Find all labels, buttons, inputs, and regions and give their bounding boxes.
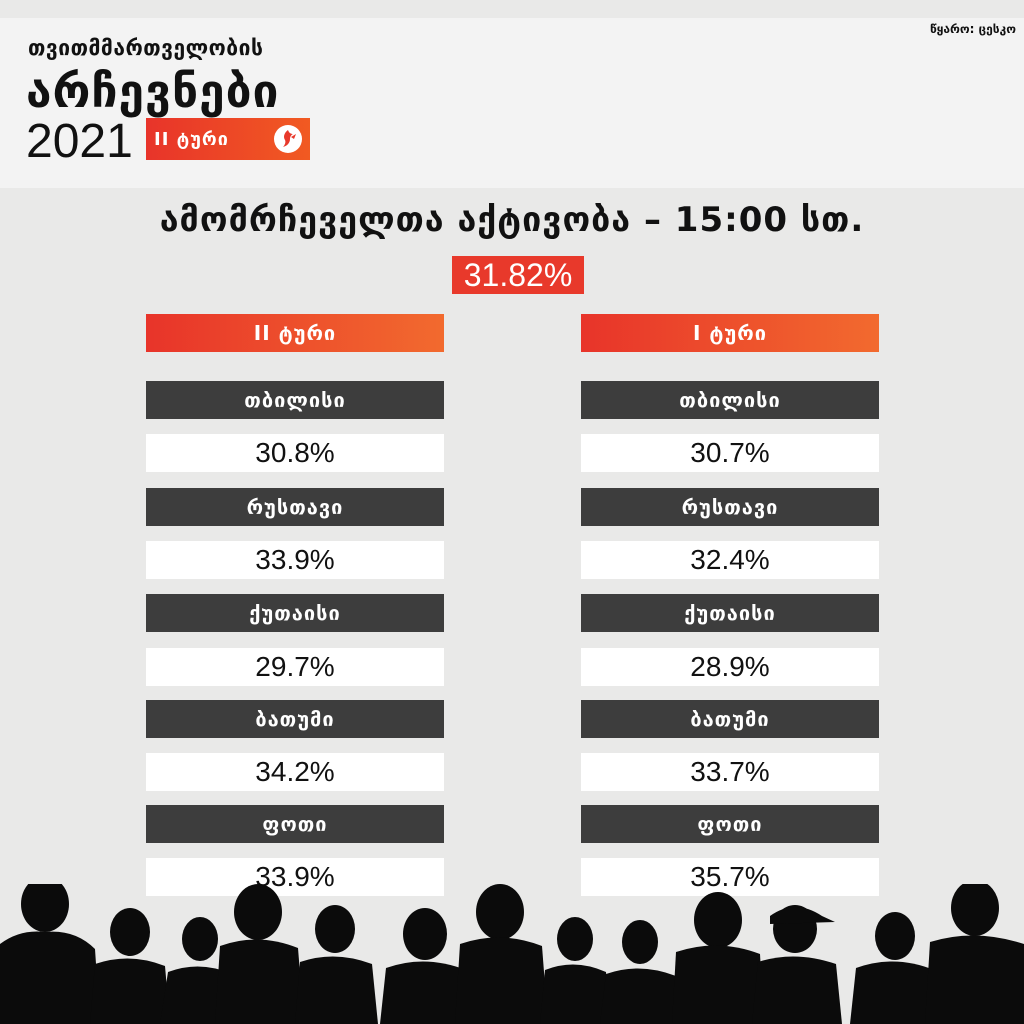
source-label: წყარო: ცესკო	[929, 22, 1016, 36]
city-label-poti: ფოთი	[146, 805, 444, 843]
election-year: 2021	[26, 115, 133, 168]
round-badge-label: II ტური	[154, 128, 229, 150]
city-label-batumi: ბათუმი	[581, 700, 879, 738]
column-header: II ტური	[146, 314, 444, 352]
city-value-poti: 35.7%	[581, 858, 879, 896]
city-value-kutaisi: 29.7%	[146, 648, 444, 686]
city-label-kutaisi: ქუთაისი	[146, 594, 444, 632]
main-heading: ამომრჩეველთა აქტივობა – 15:00 სთ.	[159, 200, 865, 240]
city-value-kutaisi: 28.9%	[581, 648, 879, 686]
election-title-line1: თვითმმართველობის	[28, 36, 264, 60]
city-value-batumi: 34.2%	[146, 753, 444, 791]
city-value-tbilisi: 30.7%	[581, 434, 879, 472]
column-header: I ტური	[581, 314, 879, 352]
city-value-poti: 33.9%	[146, 858, 444, 896]
total-turnout-badge: 31.82%	[452, 256, 584, 294]
city-value-rustavi: 33.9%	[146, 541, 444, 579]
crowd-silhouette	[0, 884, 1024, 1024]
city-label-rustavi: რუსთავი	[581, 488, 879, 526]
rfe-logo-icon	[274, 125, 302, 153]
city-label-tbilisi: თბილისი	[581, 381, 879, 419]
city-value-rustavi: 32.4%	[581, 541, 879, 579]
city-label-tbilisi: თბილისი	[146, 381, 444, 419]
election-title-line2: არჩევნები	[26, 64, 280, 118]
city-value-batumi: 33.7%	[581, 753, 879, 791]
city-label-kutaisi: ქუთაისი	[581, 594, 879, 632]
city-label-rustavi: რუსთავი	[146, 488, 444, 526]
city-value-tbilisi: 30.8%	[146, 434, 444, 472]
city-label-batumi: ბათუმი	[146, 700, 444, 738]
round-badge: II ტური	[146, 118, 310, 160]
city-label-poti: ფოთი	[581, 805, 879, 843]
